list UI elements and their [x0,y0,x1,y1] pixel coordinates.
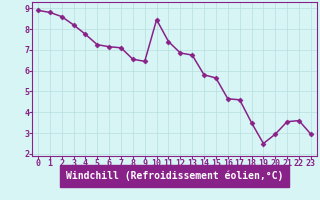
X-axis label: Windchill (Refroidissement éolien,°C): Windchill (Refroidissement éolien,°C) [66,171,283,181]
